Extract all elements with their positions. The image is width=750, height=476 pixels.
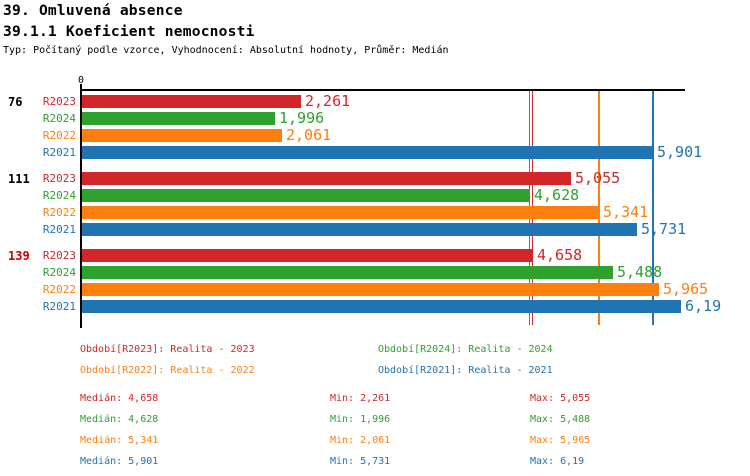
stat-median-r2023: Medián: 4,658	[80, 393, 159, 404]
legend-item-r2023: Období[R2023]: Realita - 2023	[80, 344, 255, 355]
bar-139-r2024	[82, 266, 613, 279]
bar-111-r2021	[82, 223, 637, 236]
bar-value-111-r2023: 5,055	[575, 169, 621, 187]
stat-median-r2024: Medián: 4,628	[80, 414, 159, 425]
stat-max-r2023: Max: 5,055	[530, 393, 591, 404]
bar-139-r2021	[82, 300, 681, 313]
legend-item-r2022: Období[R2022]: Realita - 2022	[80, 365, 255, 376]
stat-min-r2024: Min: 1,996	[330, 414, 391, 425]
bar-value-139-r2021: 6,19	[685, 297, 722, 315]
x-axis-top-line	[80, 89, 685, 91]
bar-row-label-76-r2022: R2022	[42, 129, 76, 142]
chart-type-note: Typ: Počítaný podle vzorce, Vyhodnocení:…	[3, 45, 449, 56]
group-label-76: 76	[8, 95, 23, 109]
bar-111-r2022	[82, 206, 599, 219]
axis-zero-label: 0	[77, 75, 85, 86]
bar-value-111-r2024: 4,628	[534, 186, 580, 204]
bar-76-r2021	[82, 146, 653, 159]
bar-row-label-139-r2023: R2023	[42, 249, 76, 262]
bar-value-111-r2021: 5,731	[641, 220, 687, 238]
bar-row-label-139-r2022: R2022	[42, 283, 76, 296]
stat-min-r2023: Min: 2,261	[330, 393, 391, 404]
y-axis-line	[80, 84, 82, 328]
bar-value-139-r2022: 5,965	[663, 280, 709, 298]
legend-item-r2024: Období[R2024]: Realita - 2024	[378, 344, 553, 355]
bar-value-76-r2021: 5,901	[657, 143, 703, 161]
bar-value-139-r2024: 5,488	[617, 263, 663, 281]
bar-row-label-76-r2024: R2024	[42, 112, 76, 125]
bar-value-76-r2023: 2,261	[305, 92, 351, 110]
bar-row-label-139-r2024: R2024	[42, 266, 76, 279]
stat-min-r2021: Min: 5,731	[330, 456, 391, 467]
page-title: 39. Omluvená absence	[3, 2, 183, 19]
bar-value-111-r2022: 5,341	[603, 203, 649, 221]
bar-row-label-139-r2021: R2021	[42, 300, 76, 313]
bar-value-76-r2024: 1,996	[279, 109, 325, 127]
bar-row-label-111-r2024: R2024	[42, 189, 76, 202]
stat-median-r2021: Medián: 5,901	[80, 456, 159, 467]
bar-76-r2022	[82, 129, 282, 142]
legend-item-r2021: Období[R2021]: Realita - 2021	[378, 365, 553, 376]
bar-row-label-111-r2022: R2022	[42, 206, 76, 219]
bar-76-r2023	[82, 95, 301, 108]
stat-min-r2022: Min: 2,061	[330, 435, 391, 446]
group-label-111: 111	[8, 172, 30, 186]
stat-max-r2024: Max: 5,488	[530, 414, 591, 425]
chart-title: 39.1.1 Koeficient nemocnosti	[3, 23, 255, 40]
bar-row-label-111-r2021: R2021	[42, 223, 76, 236]
median-line-r2021	[652, 91, 654, 325]
bar-row-label-76-r2021: R2021	[42, 146, 76, 159]
bar-value-76-r2022: 2,061	[286, 126, 332, 144]
bar-row-label-111-r2023: R2023	[42, 172, 76, 185]
bar-111-r2024	[82, 189, 530, 202]
bar-value-139-r2023: 4,658	[537, 246, 583, 264]
stat-max-r2021: Max: 6,19	[530, 456, 585, 467]
bar-row-label-76-r2023: R2023	[42, 95, 76, 108]
stat-median-r2022: Medián: 5,341	[80, 435, 159, 446]
bar-139-r2023	[82, 249, 533, 262]
bar-111-r2023	[82, 172, 571, 185]
stat-max-r2022: Max: 5,965	[530, 435, 591, 446]
bar-76-r2024	[82, 112, 275, 125]
bar-139-r2022	[82, 283, 659, 296]
group-label-139: 139	[8, 249, 30, 263]
